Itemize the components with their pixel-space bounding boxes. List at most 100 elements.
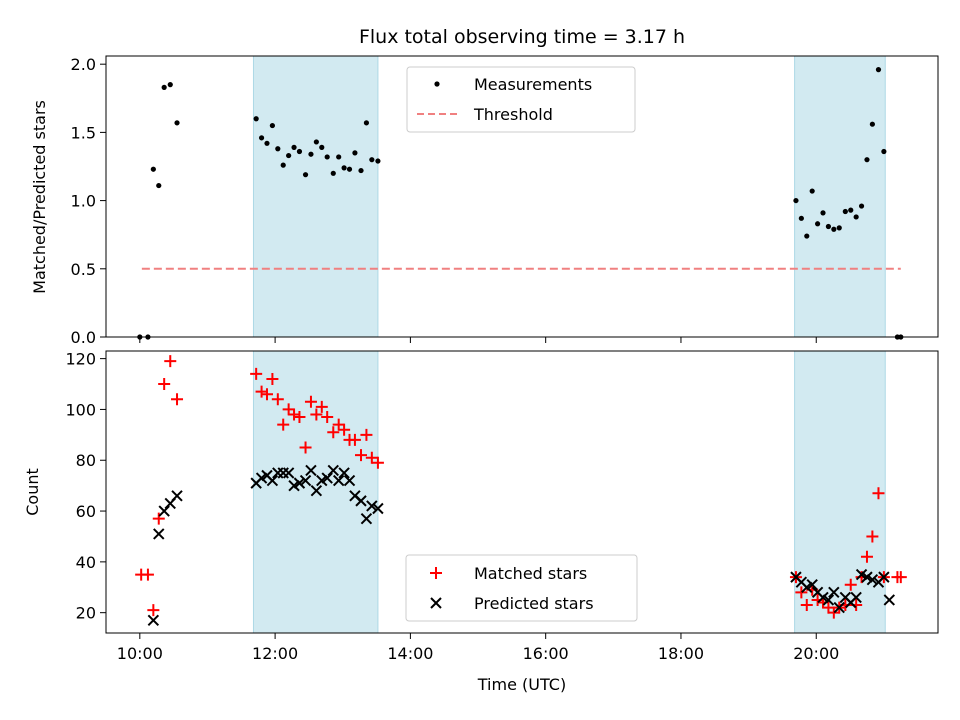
measurement-point (319, 144, 325, 150)
measurement-point (881, 148, 887, 155)
predicted-star-point (878, 571, 890, 583)
panel-counts: 20 40 60 80 100 120 10:00 12:00 14:00 16:00 18:00… (23, 350, 939, 694)
measurement-point (869, 121, 875, 127)
panel-ratio: 0.00.51.01.52.0 Matched/Predicted stars … (30, 55, 939, 347)
measurement-point (150, 166, 156, 172)
measurement-point (296, 148, 303, 155)
matched-star-point (365, 451, 378, 464)
matched-star-point (250, 367, 263, 380)
top-y-axis: 0.0 0.5 1.0 1.5 2.0 (71, 55, 106, 347)
predicted-star-point (806, 579, 818, 591)
predicted-star-point (355, 495, 367, 507)
legend-matched-marker (430, 567, 442, 579)
matched-star-point (827, 606, 840, 619)
predicted-star-point (153, 528, 165, 540)
x-tick-label: 10:00 (117, 644, 163, 663)
predicted-star-point (833, 601, 845, 614)
legend-predicted-marker (430, 597, 442, 609)
measurement-point (275, 146, 281, 152)
bottom-y-tick-label: 100 (65, 400, 96, 419)
matched-star-point (860, 550, 873, 563)
measurement-point (302, 172, 309, 178)
matched-star-point (872, 487, 885, 500)
x-tick-label: 16:00 (523, 644, 569, 663)
measurement-point (804, 233, 810, 239)
top-y-tick-label: 1.5 (71, 123, 96, 142)
predicted-star-point (822, 594, 835, 606)
matched-star-point (800, 599, 813, 612)
bottom-y-tick-label: 60 (76, 502, 96, 521)
matched-star-point (371, 456, 384, 469)
measurement-point (253, 116, 259, 122)
bottom-y-tick-label: 20 (76, 604, 96, 623)
bottom-x-axis: 10:00 12:00 14:00 16:00 18:00 20:00 (117, 633, 839, 663)
legend-predicted-label: Predicted stars (474, 594, 594, 613)
predicted-star-point (299, 474, 312, 487)
top-y-tick-label: 0.0 (71, 328, 96, 347)
measurement-point (853, 214, 859, 220)
measurement-point (341, 165, 347, 171)
predicted-star-point (332, 474, 345, 487)
matched-star-point (152, 512, 165, 525)
measurement-point (375, 158, 381, 164)
matched-star-point (360, 428, 373, 441)
top-x-ticks (139, 337, 817, 343)
bottom-y-axis: 20 40 60 80 100 120 (65, 350, 106, 623)
measurement-point (308, 151, 314, 157)
predicted-star-point (360, 512, 373, 525)
matched-star-point (288, 408, 301, 421)
matched-star-point (321, 411, 334, 424)
bottom-legend-box (405, 554, 638, 622)
predicted-stars-points (147, 464, 896, 627)
matched-star-point (266, 372, 279, 385)
top-y-tick-label: 2.0 (71, 55, 96, 74)
shaded-interval-2 (794, 55, 886, 338)
matched-star-point (327, 426, 340, 439)
measurement-point (809, 188, 815, 194)
matched-star-point (299, 441, 312, 454)
measurement-point (336, 154, 342, 160)
matched-star-point (338, 423, 351, 436)
predicted-star-point (338, 467, 350, 479)
measurement-point (286, 152, 292, 159)
measurement-point (825, 223, 832, 230)
matched-star-point (260, 388, 273, 401)
x-tick-label: 12:00 (252, 644, 298, 663)
predicted-star-point (866, 573, 879, 586)
measurement-point (167, 82, 173, 88)
legend-measurements-label: Measurements (474, 75, 592, 94)
measurement-point (831, 226, 837, 232)
measurement-point (346, 166, 353, 172)
matched-star-point (866, 530, 879, 543)
measurement-point (358, 167, 364, 174)
matched-star-point (158, 378, 171, 391)
matched-star-point (277, 418, 290, 431)
matched-star-point (141, 568, 154, 581)
matched-star-point (844, 578, 857, 591)
matched-star-point (147, 604, 160, 617)
measurement-point (369, 157, 375, 163)
matched-star-point (355, 449, 368, 462)
chart-title: Flux total observing time = 3.17 h (359, 26, 685, 48)
matched-star-point (282, 403, 295, 416)
measurement-point (174, 120, 180, 126)
predicted-star-point (266, 474, 279, 487)
predicted-star-point (883, 594, 896, 606)
x-axis-label: Time (UTC) (477, 675, 566, 694)
measurement-point (793, 197, 799, 204)
top-legend: Measurements Threshold (406, 66, 636, 133)
predicted-star-point (828, 586, 840, 599)
predicted-star-point (372, 502, 384, 515)
measurement-point (875, 67, 882, 73)
matched-star-point (310, 408, 323, 421)
x-tick-label: 18:00 (658, 644, 704, 663)
top-legend-box (406, 66, 636, 133)
predicted-star-point (366, 500, 378, 512)
predicted-star-point (310, 485, 323, 497)
predicted-star-point (282, 467, 295, 479)
measurement-point (820, 210, 826, 216)
measurement-point (258, 135, 265, 141)
matched-star-point (795, 586, 808, 599)
measurement-point (324, 154, 330, 160)
